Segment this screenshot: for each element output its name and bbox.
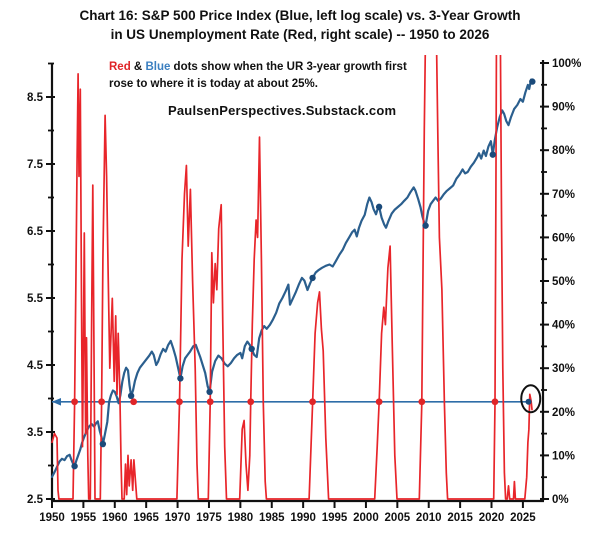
left-axis-label: 5.5 — [27, 293, 44, 305]
right-axis-label: 100% — [552, 58, 581, 70]
red-crossing-dot — [130, 398, 138, 406]
threshold-left-arrow-icon — [52, 397, 61, 406]
red-crossing-dot — [98, 398, 106, 406]
x-axis: 1950 1955 1960 1965 1970 1975 1980 1985 1990 1995… — [39, 501, 536, 524]
left-axis-label: 3.5 — [27, 427, 44, 439]
red-crossing-dot — [375, 398, 383, 406]
source-link[interactable]: PaulsenPerspectives.Substack.com — [168, 103, 397, 118]
right-axis-label: 80% — [552, 145, 575, 157]
left-axis: 2.5 3.5 4.5 5.5 6.5 7.5 8.5 — [27, 62, 55, 506]
blue-crossing-dot — [375, 203, 383, 211]
blue-crossing-dot — [422, 222, 429, 229]
left-axis-label: 8.5 — [27, 92, 44, 104]
annotation-blue-word: Blue — [145, 61, 171, 73]
chart-annotation: Red & Blue dots show when the UR 3-year … — [109, 59, 429, 92]
red-crossing-dot — [206, 398, 214, 406]
blue-crossing-dot — [206, 388, 213, 395]
x-axis-label: 1980 — [228, 512, 254, 524]
axes — [50, 60, 545, 503]
right-axis: 0% 10% 20% 30% 40% 50% 60% 70% 80% 90% 100% — [540, 58, 581, 506]
red-crossing-dot — [71, 398, 79, 406]
right-axis-label: 20% — [552, 407, 575, 419]
blue-crossing-dot — [127, 392, 135, 400]
blue-crossing-dot — [248, 345, 255, 353]
left-axis-label: 4.5 — [27, 360, 44, 372]
blue-dots — [71, 78, 536, 470]
x-axis-label: 1990 — [290, 512, 316, 524]
unemployment-growth-line — [51, 55, 533, 500]
right-axis-label: 40% — [552, 320, 575, 332]
x-axis-label: 2005 — [385, 512, 411, 524]
red-dots — [71, 398, 499, 406]
x-axis-label: 2025 — [510, 512, 536, 524]
x-axis-label: 1995 — [322, 512, 348, 524]
right-axis-label: 50% — [552, 276, 575, 288]
red-crossing-dot — [247, 398, 255, 406]
x-axis-label: 1965 — [133, 512, 159, 524]
x-axis-label: 1960 — [102, 512, 128, 524]
right-axis-label: 0% — [552, 494, 569, 506]
left-axis-label: 7.5 — [27, 159, 44, 171]
right-axis-label: 10% — [552, 450, 575, 462]
blue-crossing-dot — [99, 440, 107, 448]
blue-crossing-dot — [529, 78, 536, 85]
x-axis-label: 1970 — [165, 512, 191, 524]
x-axis-label: 2010 — [416, 512, 442, 524]
annotation-amp: & — [130, 61, 146, 73]
right-axis-label: 60% — [552, 232, 575, 244]
sp500-line — [51, 78, 534, 478]
x-axis-label: 1985 — [259, 512, 285, 524]
x-axis-label: 2015 — [447, 512, 473, 524]
threshold-end-dot — [525, 398, 532, 405]
series-group — [51, 55, 534, 500]
left-axis-label: 6.5 — [27, 226, 44, 238]
x-axis-label: 1955 — [71, 512, 97, 524]
x-axis-label: 1950 — [39, 512, 65, 524]
red-crossing-dot — [176, 398, 183, 406]
red-crossing-dot — [491, 398, 499, 406]
annotation-red-word: Red — [109, 61, 131, 73]
left-axis-label: 2.5 — [27, 494, 44, 506]
annotation-line2: rose to where it is today at about 25%. — [109, 77, 318, 90]
x-axis-label: 1975 — [196, 512, 222, 524]
chart-title-line2: in US Unemployment Rate (Red, right scal… — [110, 27, 490, 42]
x-axis-label: 2000 — [353, 512, 379, 524]
blue-crossing-dot — [71, 462, 78, 470]
chart-title-line1: Chart 16: S&P 500 Price Index (Blue, lef… — [79, 8, 521, 23]
annotation-rest-line1: dots show when the UR 3-year growth firs… — [170, 61, 407, 73]
red-crossing-dot — [309, 398, 316, 406]
right-axis-label: 30% — [552, 363, 575, 375]
red-crossing-dot — [418, 398, 426, 406]
chart-title: Chart 16: S&P 500 Price Index (Blue, lef… — [0, 6, 600, 44]
x-axis-label: 2020 — [479, 512, 505, 524]
right-axis-label: 70% — [552, 189, 575, 201]
blue-crossing-dot — [177, 375, 184, 382]
threshold-line — [52, 397, 529, 406]
today-highlight-circle — [520, 384, 542, 414]
right-axis-label: 90% — [552, 102, 575, 114]
blue-crossing-dot — [489, 151, 496, 158]
blue-crossing-dot — [309, 274, 316, 282]
